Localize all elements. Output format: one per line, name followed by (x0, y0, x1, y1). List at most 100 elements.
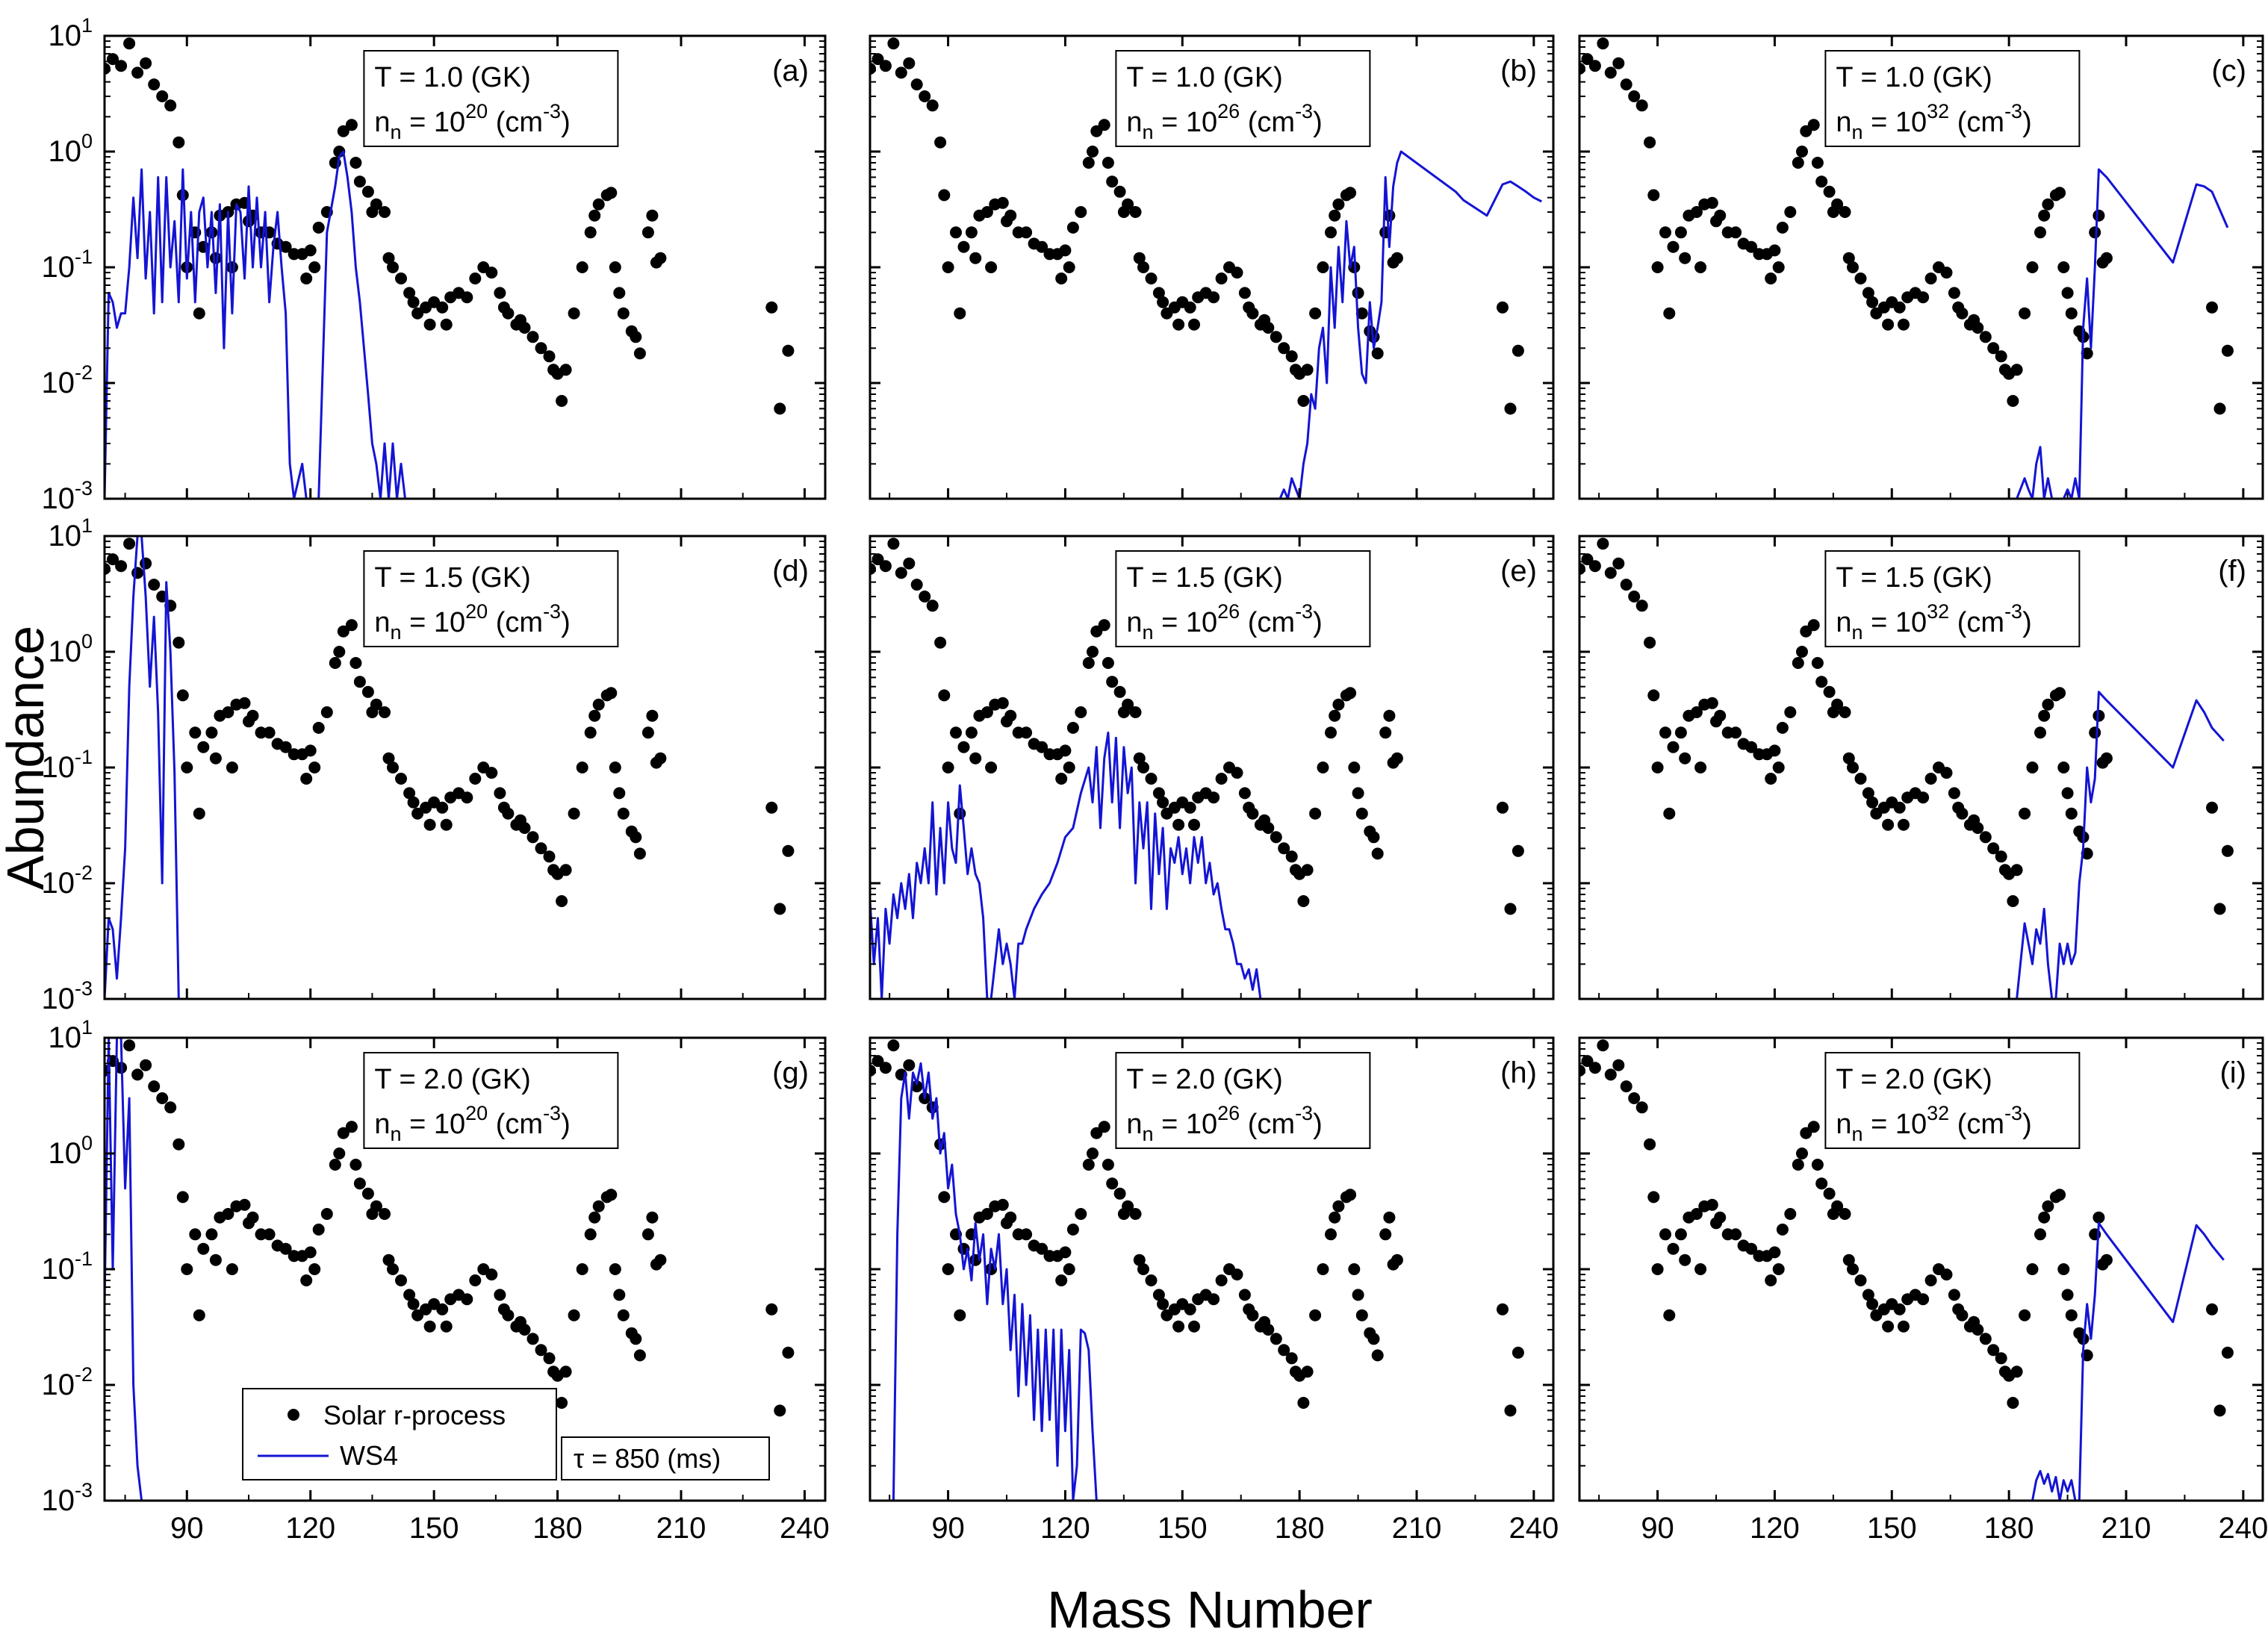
panel-d: 101 100 10-1 10-2 10-3 (d) T = 1.5 (GK) nn = 10… (41, 514, 827, 1015)
solar-point (263, 1228, 276, 1241)
solar-point (349, 157, 362, 169)
solar-point (2038, 209, 2051, 222)
y-tick-label: 100 (48, 1132, 93, 1170)
solar-point (1344, 1189, 1357, 1201)
solar-point (1745, 240, 1758, 253)
solar-point (361, 1187, 374, 1200)
solar-point (954, 307, 966, 320)
solar-point (543, 350, 556, 363)
solar-point (1301, 1366, 1314, 1378)
solar-point (1690, 206, 1703, 218)
solar-point (333, 646, 346, 658)
solar-point (1784, 1208, 1797, 1220)
solar-point (1730, 1228, 1742, 1241)
panel-h: 90 120 150 180 210 240 (h) T = 2.0 (GK) nn = 102… (869, 1036, 1559, 1545)
condition-box (1824, 50, 2081, 147)
solar-point (887, 1039, 900, 1052)
solar-point (535, 1344, 547, 1357)
ws4-series-line (1279, 150, 1542, 499)
solar-point (1807, 1121, 1820, 1133)
solar-point (1784, 206, 1797, 218)
solar-point (1231, 267, 1243, 279)
solar-point (345, 1121, 358, 1133)
solar-point (1948, 287, 1960, 299)
solar-point (205, 726, 218, 739)
solar-point (609, 762, 621, 773)
solar-point (903, 57, 916, 69)
solar-point (1172, 818, 1185, 831)
x-tick-label: 120 (1040, 1512, 1090, 1545)
solar-point (1667, 1242, 1680, 1255)
solar-point (526, 831, 539, 844)
solar-point (197, 1242, 210, 1255)
solar-point (502, 1309, 515, 1321)
legend-box (242, 1388, 557, 1480)
y-tick-label: 100 (48, 630, 93, 668)
x-tick-label: 210 (1392, 1512, 1442, 1545)
solar-point (411, 807, 424, 820)
solar-point (1893, 801, 1906, 814)
solar-point (1055, 1274, 1068, 1286)
y-tick-label: 101 (48, 14, 93, 52)
solar-point (1098, 119, 1110, 131)
solar-point (461, 791, 473, 804)
solar-point (1690, 706, 1703, 718)
solar-point (1854, 773, 1867, 785)
solar-point (2054, 187, 2066, 199)
solar-point (1129, 706, 1142, 718)
solar-point (1847, 1263, 1859, 1275)
solar-point (2038, 1211, 2051, 1224)
solar-point (1004, 209, 1017, 222)
solar-point (173, 1138, 185, 1150)
x-tick-label: 120 (1750, 1512, 1800, 1545)
y-tick-label: 100 (48, 130, 93, 168)
solar-point (148, 1080, 161, 1093)
solar-point (1082, 657, 1095, 669)
y-tick-label: 10-1 (41, 746, 93, 784)
solar-point (1694, 1263, 1707, 1275)
solar-point (1948, 1289, 1960, 1301)
solar-point (1332, 1200, 1345, 1212)
solar-point (2081, 347, 2093, 360)
solar-point (209, 252, 222, 264)
solar-point (1839, 1208, 1851, 1220)
solar-point (985, 261, 998, 273)
solar-point (1184, 801, 1196, 814)
panel-i: 90 120 150 180 210 240 (i) T = 2.0 (GK) nn = 103… (1578, 1036, 2268, 1545)
solar-point (1772, 762, 1785, 773)
solar-point (1706, 697, 1718, 709)
solar-point (1866, 1298, 1879, 1310)
solar-point (1309, 1309, 1322, 1321)
solar-point (1694, 261, 1707, 273)
solar-point (2093, 209, 2105, 222)
solar-point (613, 787, 626, 800)
panel-grid: 101 100 10-1 10-2 10-3 (a) T = 1.0 (GK) nn = 10… (41, 14, 2268, 1545)
solar-point (337, 125, 349, 137)
solar-point (1512, 1346, 1524, 1359)
solar-point (440, 318, 453, 331)
temperature-label: T = 1.5 (GK) (1836, 562, 1992, 594)
solar-point (1157, 796, 1169, 809)
solar-point (333, 1148, 346, 1159)
solar-point (1066, 1223, 1079, 1236)
solar-point (2100, 252, 2113, 264)
solar-point (2034, 726, 2046, 739)
solar-point (1667, 741, 1680, 753)
solar-point (2057, 261, 2070, 273)
solar-point (1122, 698, 1134, 711)
solar-point (1020, 1228, 1033, 1241)
solar-point (1706, 1198, 1718, 1211)
solar-point (1796, 646, 1808, 658)
solar-point (1940, 1268, 1953, 1281)
solar-point (1917, 291, 1930, 304)
solar-point (633, 847, 646, 860)
solar-point (320, 706, 333, 718)
y-tick-label: 10-2 (41, 361, 93, 399)
solar-point (1659, 1228, 1671, 1241)
solar-point (559, 1366, 572, 1378)
solar-point (1075, 206, 1087, 218)
solar-point (1579, 63, 1585, 75)
solar-point (1059, 744, 1072, 757)
solar-point (403, 287, 416, 299)
solar-point (1823, 185, 1836, 198)
